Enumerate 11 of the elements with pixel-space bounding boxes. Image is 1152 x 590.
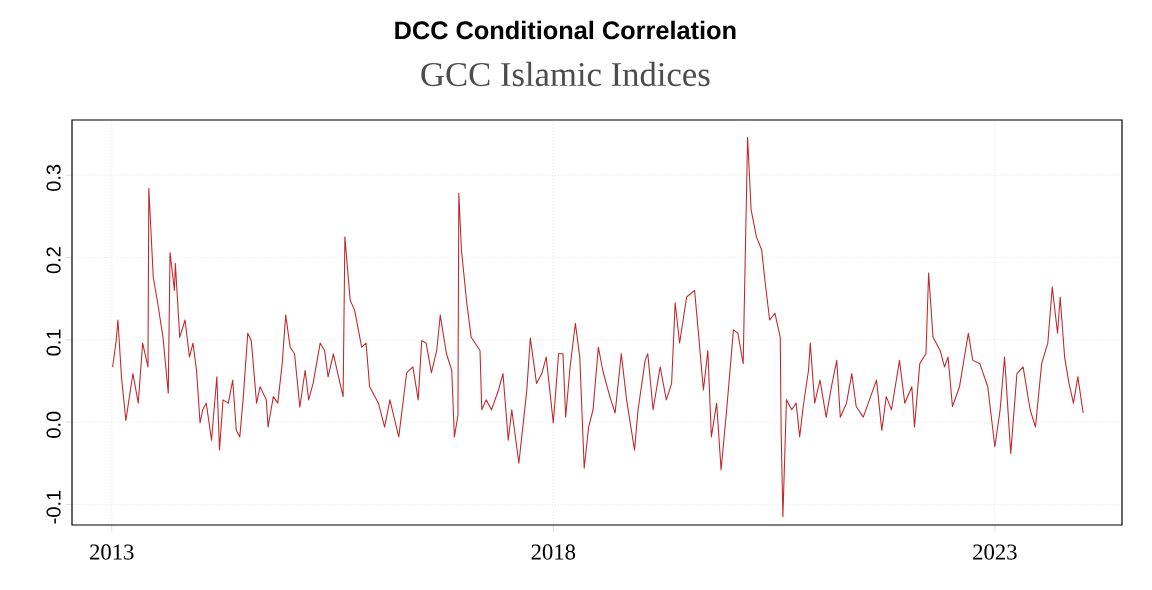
y-tick-label: 0.2 <box>46 247 61 274</box>
chart-subtitle: GCC Islamic Indices <box>421 61 710 87</box>
y-tick-label: -0.1 <box>46 490 61 524</box>
x-tick-label: 2013 <box>90 544 134 560</box>
y-tick-label: 0.0 <box>46 411 61 438</box>
y-tick-label: 0.3 <box>46 164 61 191</box>
x-tick-label: 2018 <box>531 544 576 560</box>
chart-title: DCC Conditional Correlation <box>395 20 736 40</box>
line-series <box>112 136 1084 518</box>
y-tick-label: 0.1 <box>46 329 61 356</box>
x-tick-label: 2023 <box>973 544 1017 560</box>
